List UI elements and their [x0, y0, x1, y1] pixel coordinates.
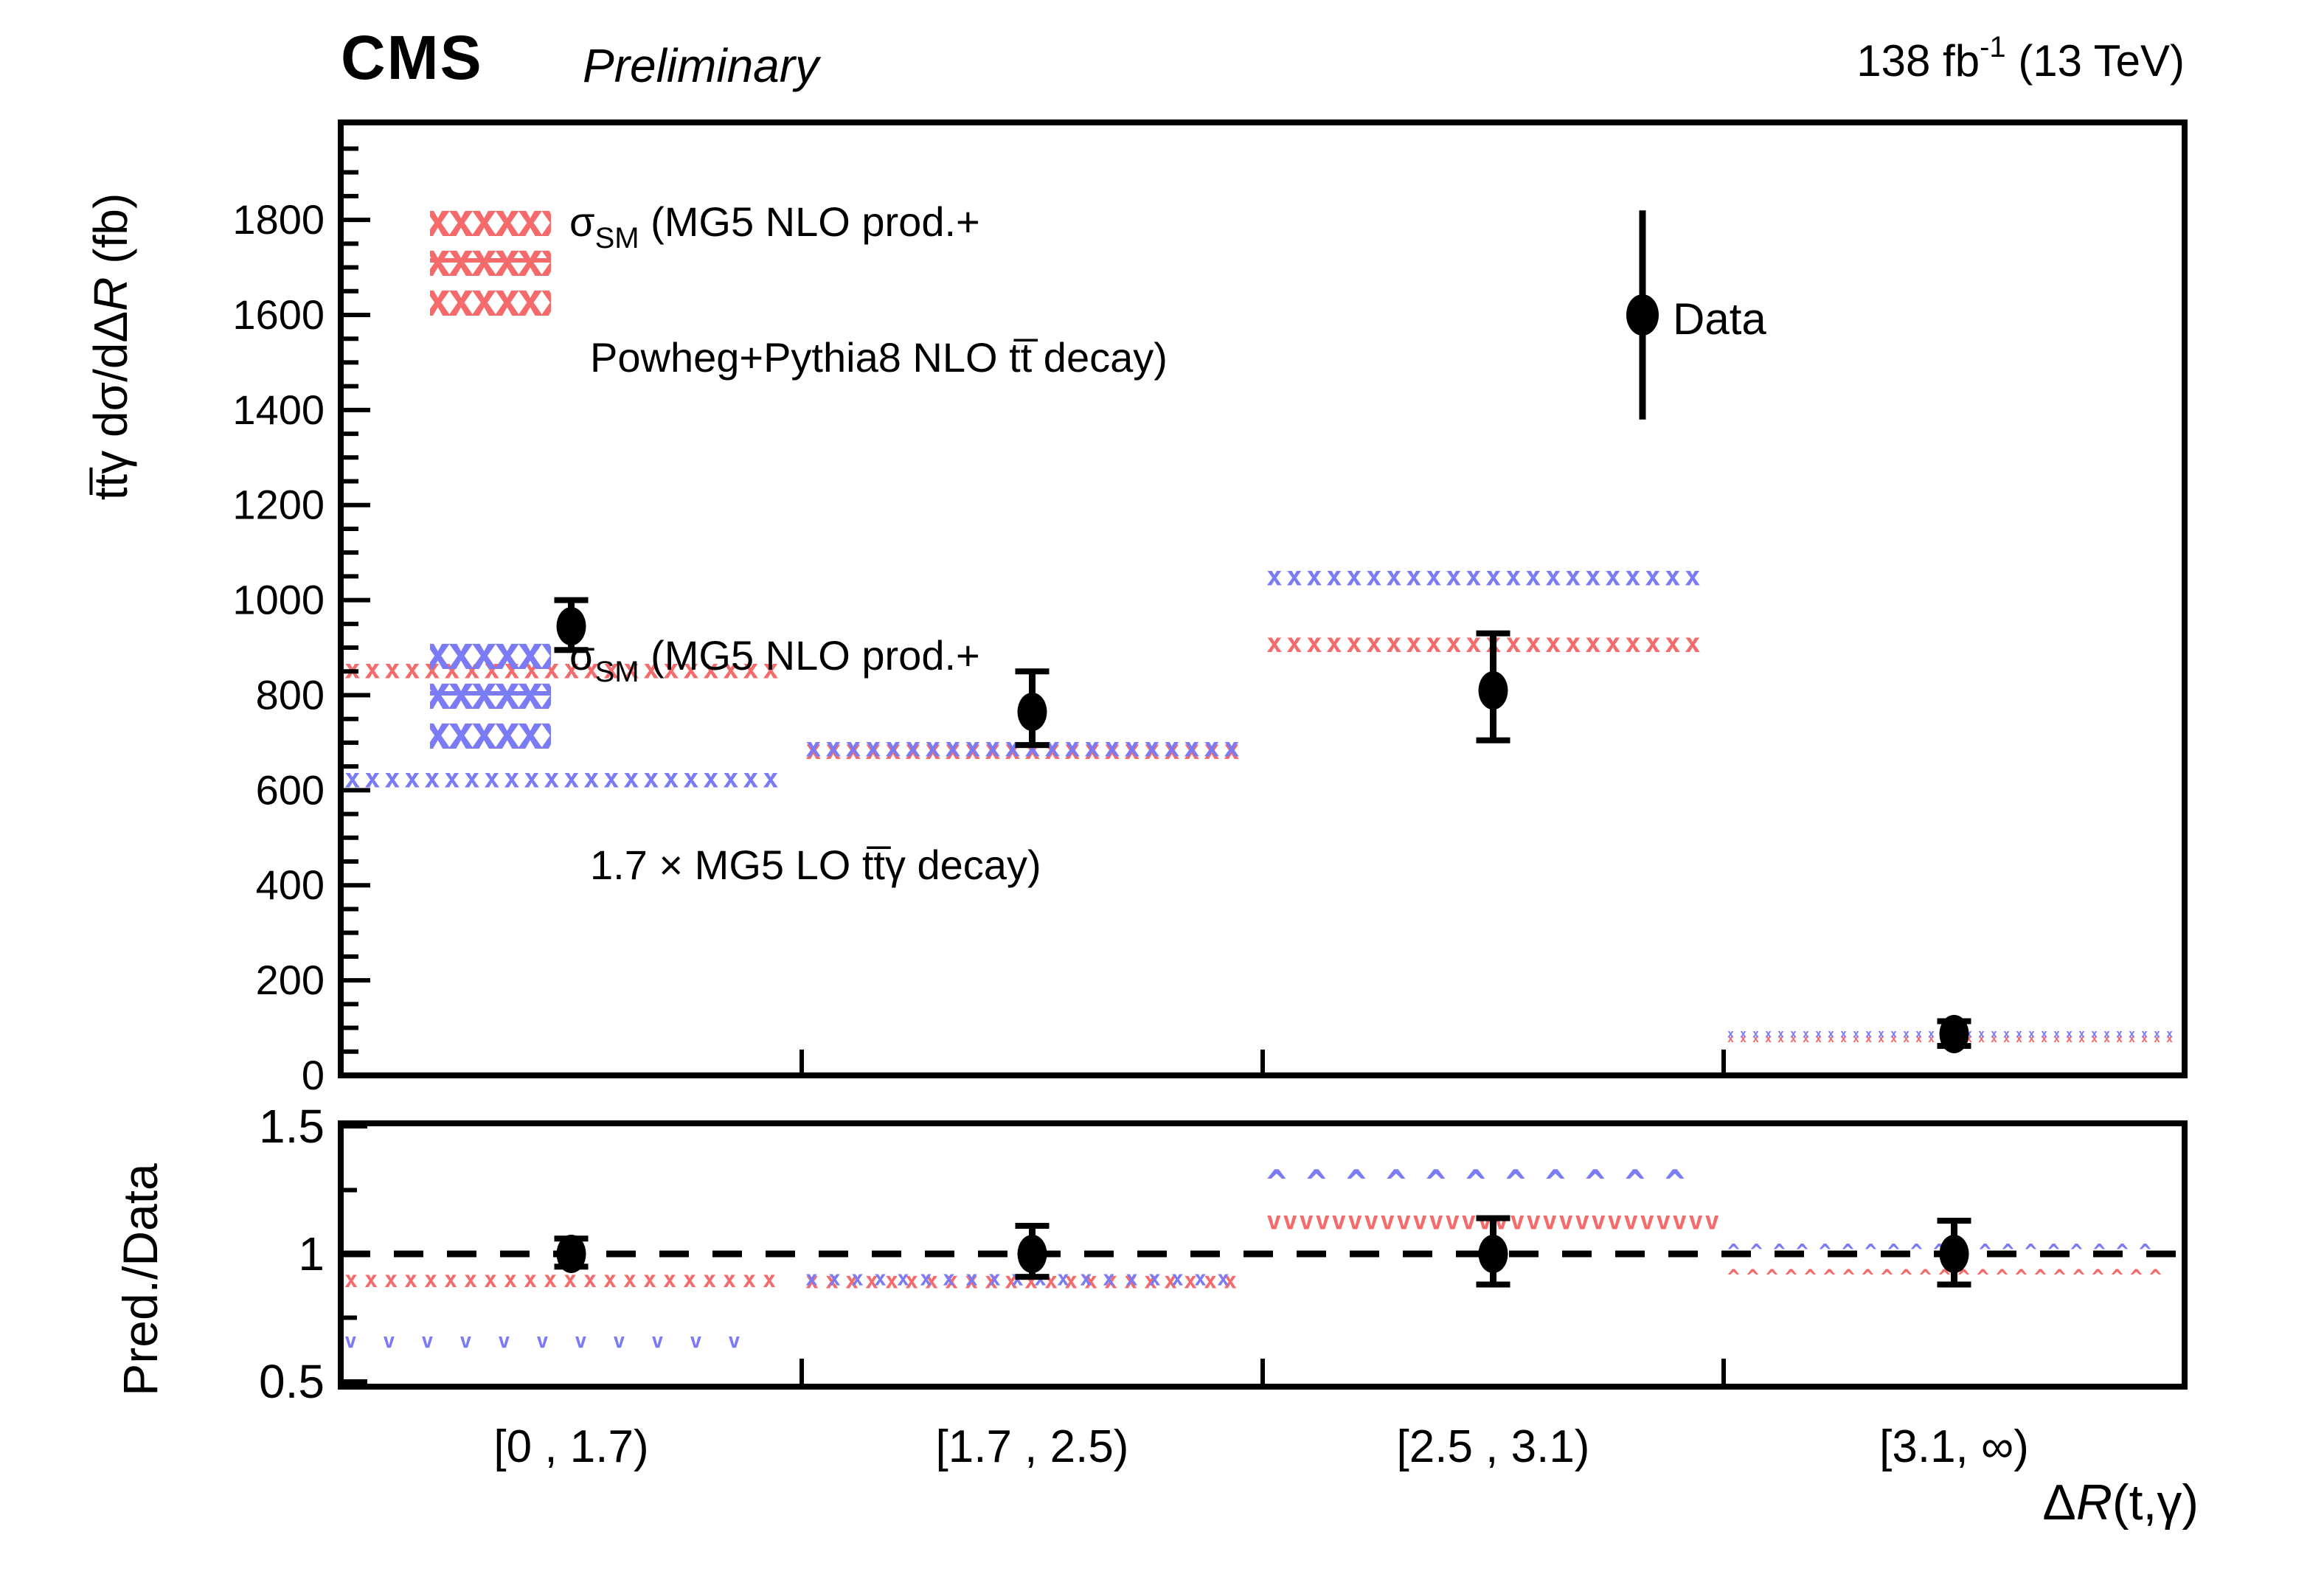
- ratio-red-band-bin-1: xxxxxxxxxxxxxxxxxxxxxx: [805, 1269, 1243, 1294]
- bin-label-3: [3.1, ∞): [1879, 1421, 2029, 1472]
- ratio-point-bin-3: [1937, 1218, 1971, 1288]
- x-axis-title: ΔR(t,γ): [2042, 1474, 2199, 1531]
- y-tick-label: 1800: [232, 196, 325, 243]
- x-axis-title-r: R: [2075, 1474, 2112, 1530]
- legend-entry-red-line1: σSM (MG5 NLO prod.+: [569, 198, 980, 255]
- ratio-tick-label: 1: [298, 1227, 325, 1280]
- y-axis-title: tt̅γ dσ/dΔR (fb): [83, 193, 138, 501]
- y-axis-title-post: (fb): [84, 193, 137, 277]
- data-point-bin-0: [554, 597, 589, 653]
- y-tick-label: 1000: [232, 577, 325, 623]
- lumi-energy: (13 TeV): [2005, 36, 2185, 86]
- lumi-value: 138 fb: [1856, 36, 1980, 86]
- data-point-bin-3: [1937, 1014, 1971, 1053]
- y-tick-label: 600: [256, 766, 325, 813]
- blue-band-bin-0: xxxxxxxxxxxxxxxxxxxxxx: [344, 763, 783, 794]
- sigma-subscript: SM: [594, 656, 639, 688]
- legend-swatch-red-hatch: xxxxxx: [424, 273, 566, 327]
- blue-band-bin-2: xxxxxxxxxxxxxxxxxxxxxx: [1266, 562, 1704, 592]
- red-band-bin-0: xxxxxxxxxxxxxxxxxxxxxx: [344, 654, 783, 684]
- ratio-tick-label: 0.5: [259, 1355, 325, 1408]
- sigma-symbol: σ: [569, 198, 595, 245]
- legend-swatch-red-hatch: xxxxxx: [424, 193, 566, 247]
- legend-swatch-blue: xxxxxxxxxxxxxxxxxx: [424, 626, 566, 760]
- main-y-axis-ticks: 0 200 400 600 800 1000 1200 1400 1600 1800: [232, 146, 370, 1098]
- ratio-point-bin-0: [554, 1235, 589, 1273]
- y-tick-label: 1400: [232, 386, 325, 433]
- legend-data-marker: [1626, 210, 1659, 420]
- ratio-blue-band-bin-2: ^^^^^^^^^^^: [1266, 1162, 1704, 1202]
- sigma-symbol: σ: [569, 632, 595, 679]
- x-axis-title-delta: Δ: [2042, 1474, 2076, 1530]
- x-axis-ticks: [799, 1050, 1726, 1387]
- y-tick-label: 0: [302, 1052, 325, 1098]
- bin-label-0: [0 , 1.7): [493, 1421, 648, 1472]
- data-point-bin-1: [1015, 668, 1050, 749]
- legend-swatch-blue-hatch: xxxxxx: [424, 706, 566, 760]
- legend-swatch-red: xxxxxxxxxxxxxxxxxx: [424, 193, 566, 327]
- y-tick-label: 800: [256, 671, 325, 718]
- ratio-red-band-bin-0: xxxxxxxxxxxxxxxxxxxxxx: [344, 1267, 783, 1293]
- ratio-tick-label: 1.5: [259, 1100, 325, 1153]
- y-axis-title-italic: R: [84, 277, 137, 311]
- ratio-y-axis-ticks: 0.5 1 1.5: [259, 1100, 367, 1408]
- ratio-point-bin-2: [1476, 1215, 1510, 1288]
- legend-swatch-blue-hatch: xxxxxx: [424, 626, 566, 680]
- data-point-bin-2: [1476, 630, 1510, 743]
- x-axis-title-args: (t,γ): [2112, 1474, 2199, 1530]
- y-axis-title-pre: tt̅γ dσ/dΔ: [84, 311, 137, 501]
- ratio-blue-band-bin-0: vvvvvvvvvvv: [344, 1328, 766, 1353]
- red-band-bin-1: xxxxxxxxxxxxxxxxxxxxxx: [805, 735, 1243, 766]
- legend-blue-text1: (MG5 NLO prod.+: [639, 632, 980, 679]
- y-tick-label: 1200: [232, 482, 325, 528]
- bin-label-2: [2.5 , 3.1): [1397, 1421, 1590, 1472]
- lumi-exponent: -1: [1980, 31, 2006, 63]
- legend-red-text1: (MG5 NLO prod.+: [639, 198, 980, 245]
- legend-entry-blue-line1: σSM (MG5 NLO prod.+: [569, 631, 980, 689]
- experiment-logo-text: CMS: [341, 23, 483, 92]
- ratio-point-bin-1: [1015, 1222, 1050, 1280]
- luminosity-label: 138 fb-1 (13 TeV): [1856, 31, 2185, 86]
- main-panel-frame: [338, 119, 2188, 1078]
- ratio-axis-title: Pred./Data: [113, 1163, 167, 1396]
- y-tick-label: 400: [256, 861, 325, 908]
- legend-entry-blue-line2: 1.7 × MG5 LO tt̅γ decay): [590, 842, 1041, 888]
- legend-entry-red-line2: Powheg+Pythia8 NLO tt̅ decay): [590, 334, 1168, 381]
- bin-label-1: [1.7 , 2.5): [936, 1421, 1129, 1472]
- y-tick-label: 1600: [232, 291, 325, 338]
- legend-data-label: Data: [1673, 294, 1766, 344]
- sigma-subscript: SM: [594, 222, 639, 254]
- preliminary-label: Preliminary: [583, 39, 819, 92]
- y-tick-label: 200: [256, 957, 325, 1003]
